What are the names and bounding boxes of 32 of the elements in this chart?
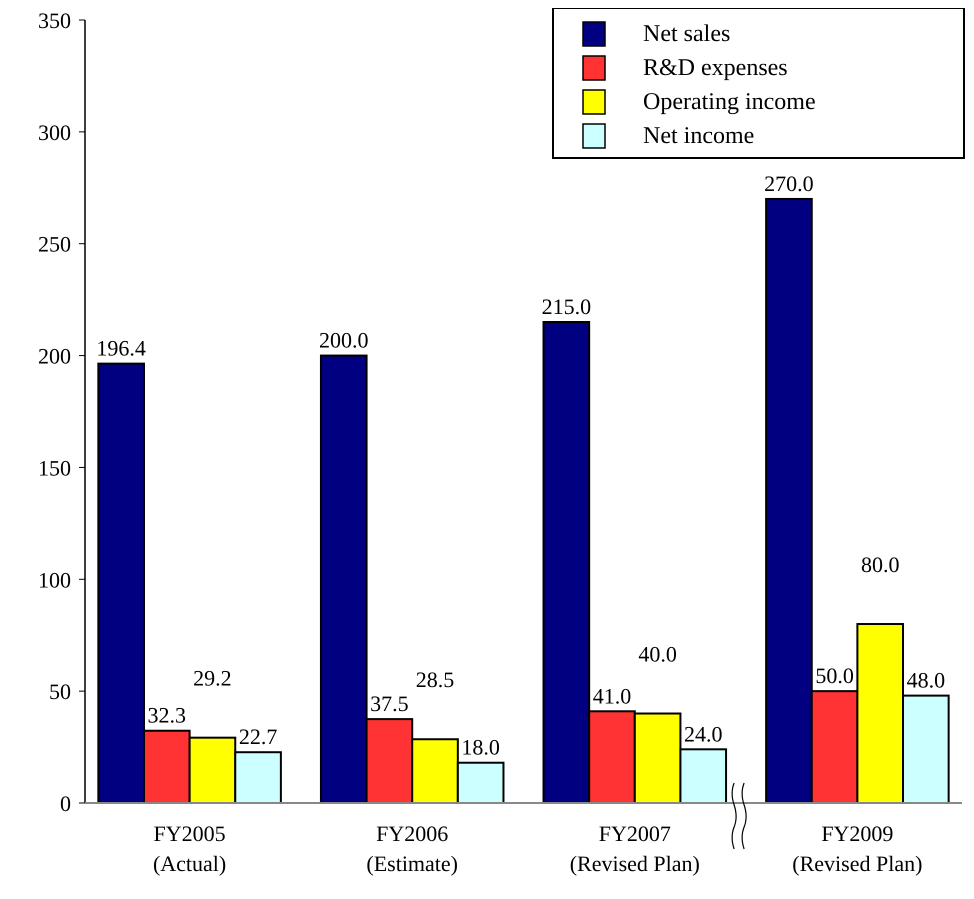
y-tick-label: 150 — [38, 455, 71, 480]
y-tick-label: 0 — [60, 791, 71, 816]
data-label: 22.7 — [238, 724, 278, 750]
data-label: 29.2 — [193, 666, 232, 691]
data-label: 24.0 — [684, 721, 722, 746]
legend-label: Operating income — [643, 89, 816, 115]
y-tick-label: 50 — [49, 679, 71, 704]
data-label: 196.4 — [96, 336, 146, 361]
legend-label: Net income — [643, 123, 754, 149]
data-label: 37.5 — [370, 691, 409, 716]
y-tick-label: 300 — [38, 120, 71, 145]
x-tick-label: FY2006 (Estimate) — [366, 821, 458, 876]
y-tick-label: 250 — [38, 232, 71, 257]
x-tick-label: FY2007 (Revised Plan) — [570, 821, 700, 876]
y-tick-label: 350 — [38, 8, 71, 33]
y-tick-label: 200 — [38, 344, 71, 369]
y-tick-label: 100 — [38, 567, 71, 592]
data-label: 18.0 — [461, 734, 500, 760]
x-tick-label: FY2005 (Actual) — [152, 821, 226, 876]
data-label: 40.0 — [638, 642, 677, 667]
data-label: 215.0 — [542, 294, 592, 320]
data-label: 48.0 — [906, 668, 946, 693]
legend-label: Net sales — [643, 21, 730, 47]
data-label: 200.0 — [319, 328, 369, 353]
data-label: 270.0 — [764, 170, 814, 196]
data-label: 80.0 — [860, 552, 900, 578]
x-tick-label: FY2009 (Revised Plan) — [792, 821, 922, 876]
data-label: 28.5 — [416, 667, 454, 692]
legend-label: R&D expenses — [643, 55, 788, 81]
data-label: 50.0 — [815, 663, 854, 688]
data-label: 41.0 — [592, 683, 632, 708]
data-label: 32.3 — [148, 702, 186, 728]
